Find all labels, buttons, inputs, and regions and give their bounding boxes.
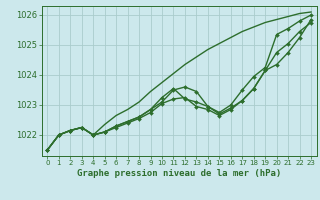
X-axis label: Graphe pression niveau de la mer (hPa): Graphe pression niveau de la mer (hPa) [77, 169, 281, 178]
